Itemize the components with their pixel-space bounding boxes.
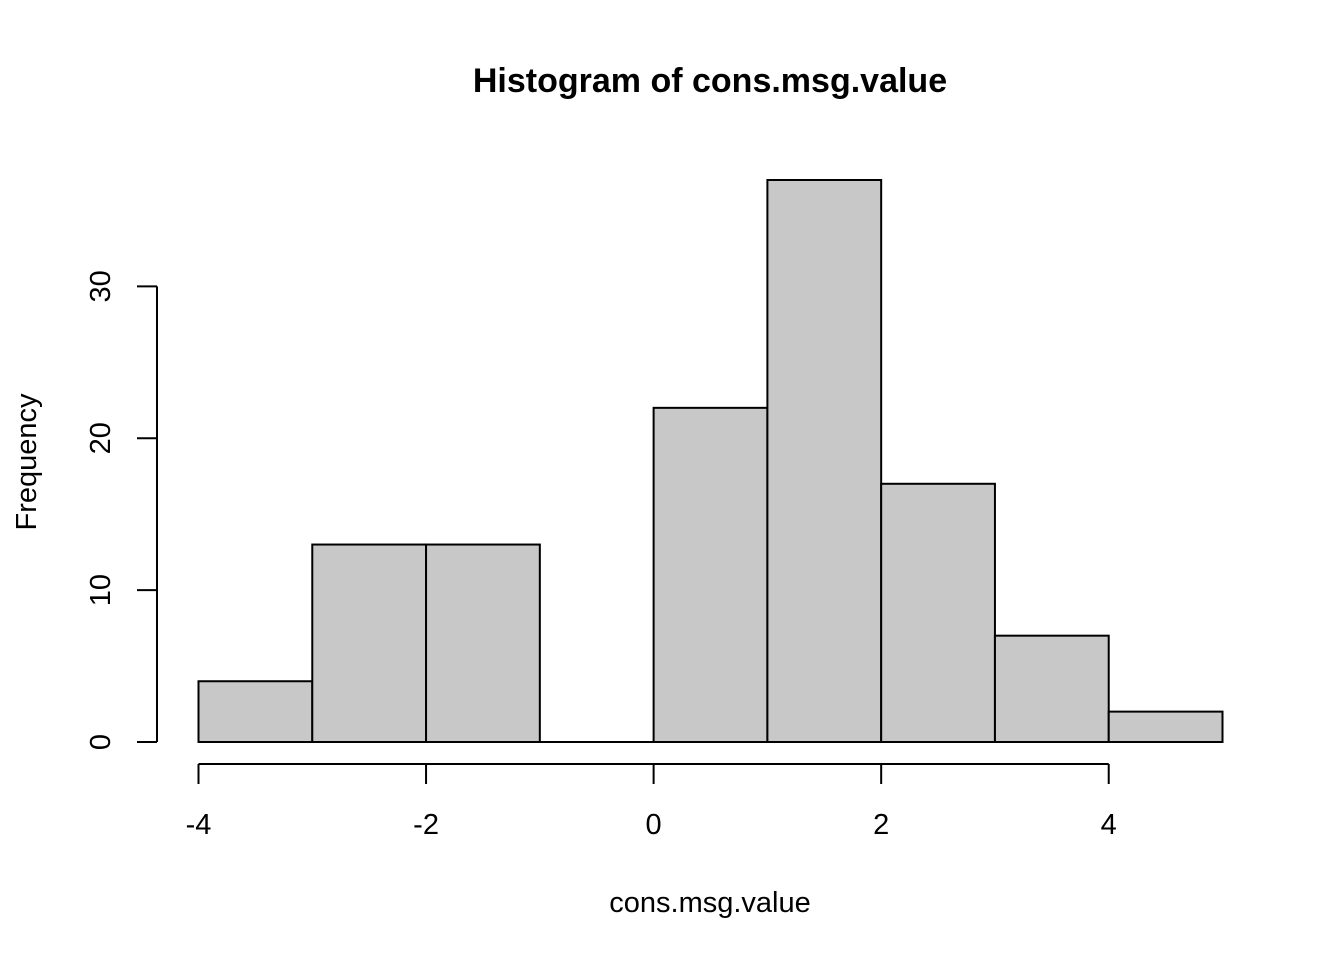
histogram-bar — [425, 543, 541, 743]
histogram-bar — [652, 406, 769, 743]
x-tick-label: 2 — [873, 809, 889, 841]
histogram-bar — [766, 179, 883, 743]
x-tick-label: 0 — [646, 809, 662, 841]
histogram-bar — [197, 680, 314, 743]
x-axis-label: cons.msg.value — [609, 887, 811, 919]
x-axis: -4 -2 0 2 4 — [186, 763, 1117, 841]
y-tick-label: 0 — [85, 734, 117, 750]
y-tick-label: 10 — [85, 574, 117, 606]
histogram-bar — [993, 634, 1110, 743]
y-tick-label: 30 — [85, 270, 117, 302]
y-axis-label: Frequency — [11, 393, 43, 531]
bars-group — [197, 179, 1224, 744]
y-axis: 0 10 20 30 — [85, 270, 158, 750]
x-tick-label: 4 — [1101, 809, 1117, 841]
chart-title: Histogram of cons.msg.value — [473, 62, 947, 100]
x-tick-label: -2 — [413, 809, 439, 841]
histogram-bar — [311, 543, 428, 743]
y-tick-label: 20 — [85, 422, 117, 454]
histogram-bar — [880, 482, 996, 743]
histogram-bar — [1107, 710, 1224, 744]
x-tick-label: -4 — [186, 809, 212, 841]
